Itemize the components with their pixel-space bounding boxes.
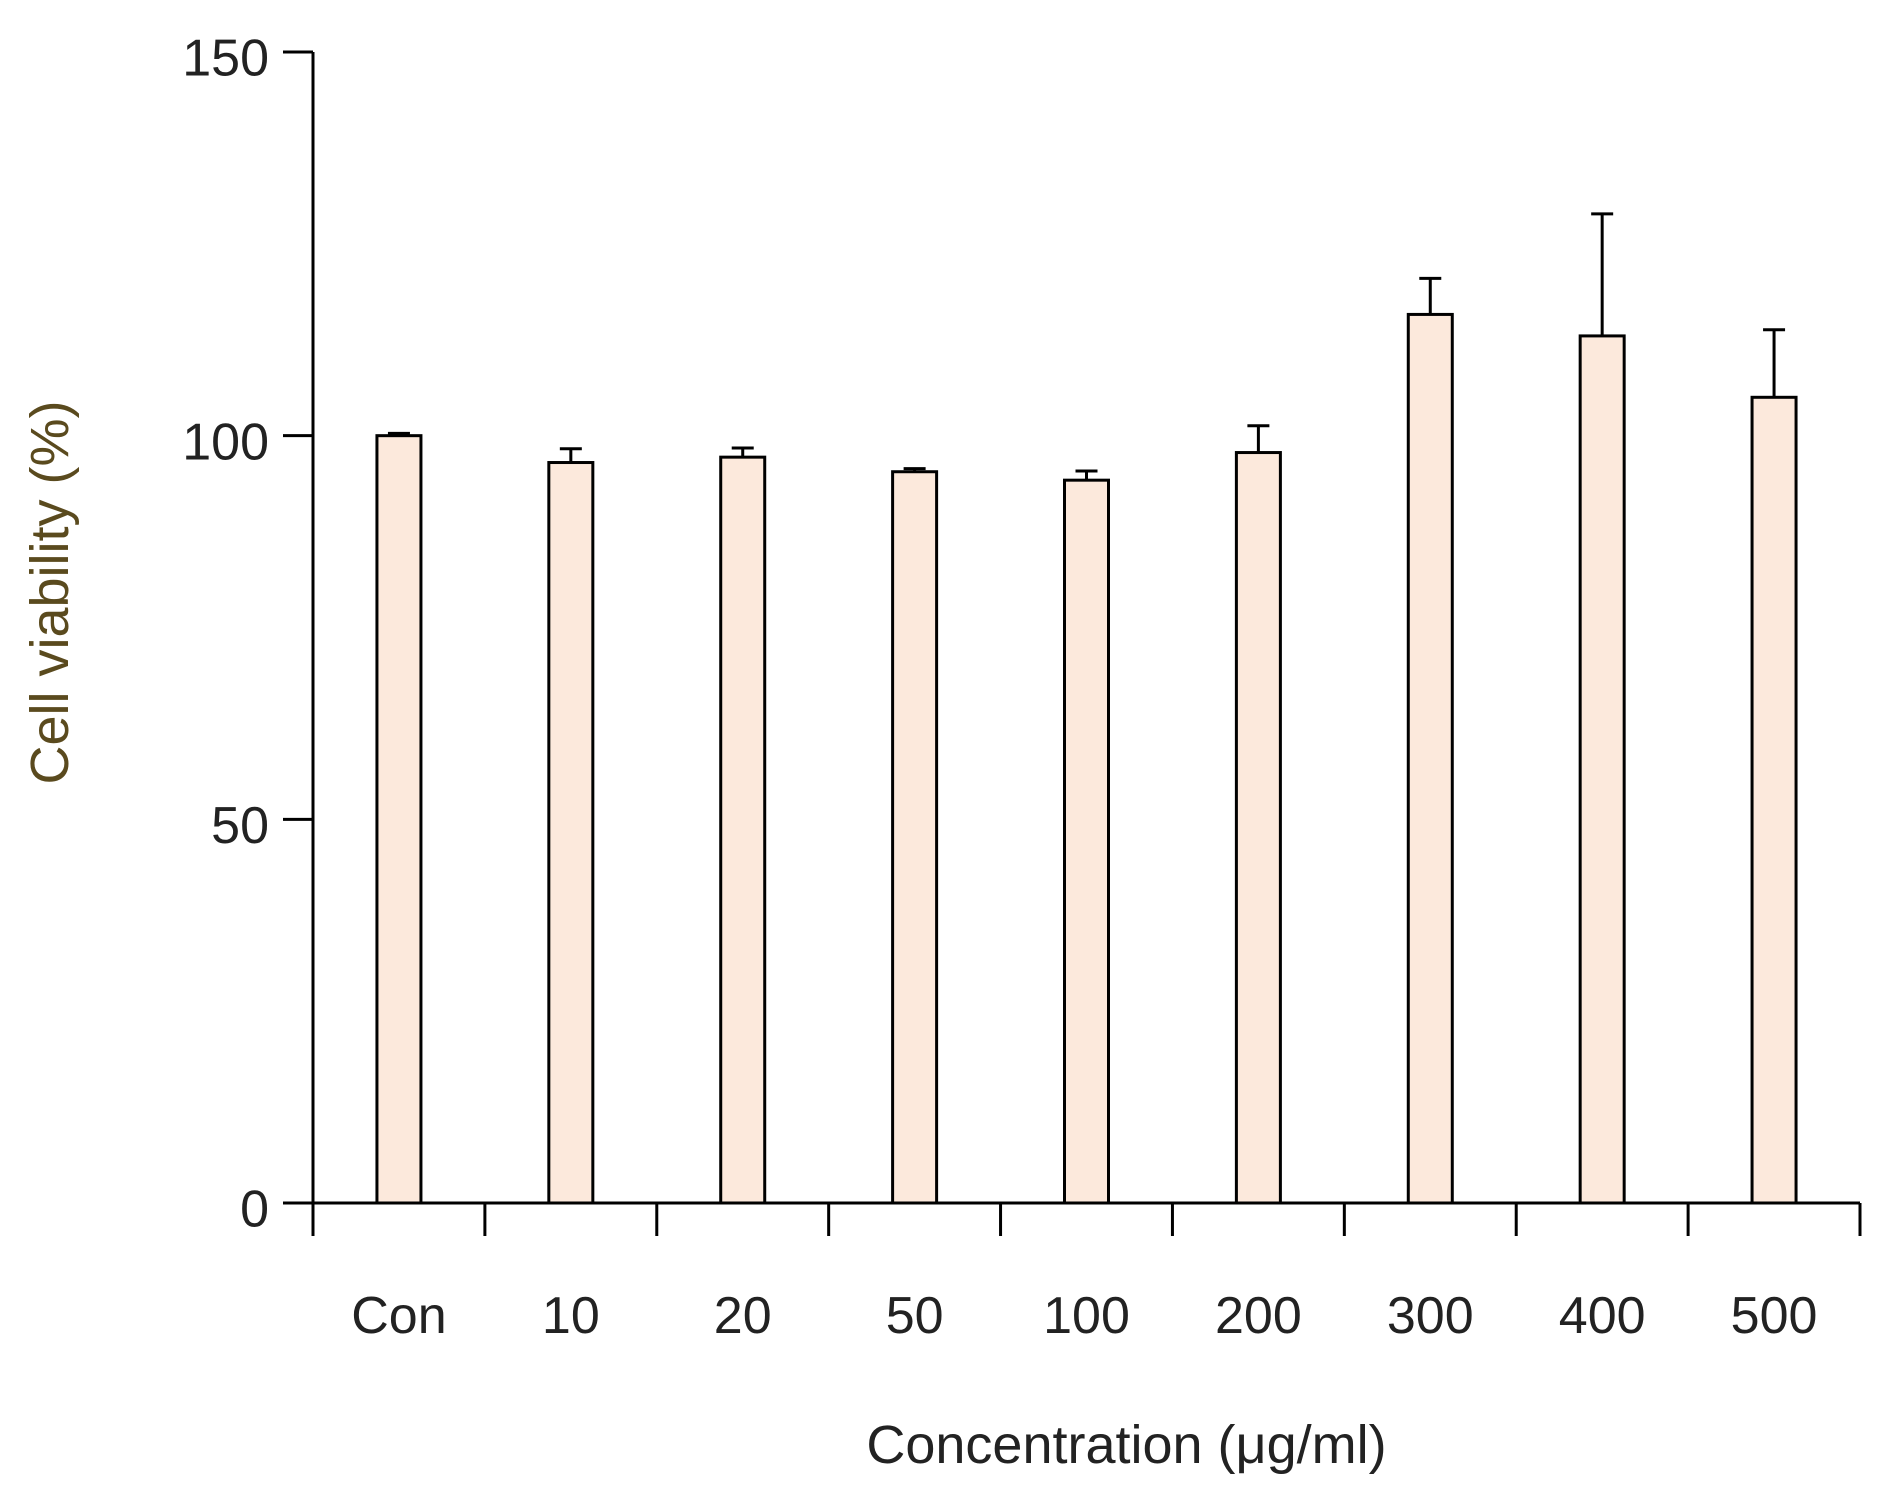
error-bar-200 [1247,424,1270,453]
bar-Con [375,434,423,1205]
bar-400 [1578,334,1626,1205]
x-tick-label-400: 400 [1559,1287,1646,1345]
y-tick-label-100: 100 [182,413,269,471]
error-bar-500 [1763,328,1786,398]
bar-50 [891,470,939,1205]
x-tick-label-10: 10 [542,1287,600,1345]
x-tick-label-50: 50 [886,1287,944,1345]
x-tick-label-200: 200 [1215,1287,1302,1345]
x-tick-label-500: 500 [1731,1287,1818,1345]
error-bar-20 [731,446,754,458]
y-tick-label-150: 150 [182,30,269,88]
y-tick-label-50: 50 [211,797,269,855]
x-tick-label-300: 300 [1387,1287,1474,1345]
error-bar-300 [1419,276,1442,315]
error-bar-400 [1591,212,1614,336]
y-ticks: 0 50 100 150 [182,30,313,1239]
bar-20 [719,455,767,1205]
error-bar-100 [1075,469,1098,481]
bar-100 [1063,478,1110,1205]
x-tick-label-20: 20 [714,1287,772,1345]
error-bar-10 [559,447,582,463]
y-tick-label-0: 0 [240,1181,269,1239]
error-bar-Con [387,431,410,436]
x-tick-label-Con: Con [351,1287,446,1345]
x-tick-label-100: 100 [1043,1287,1130,1345]
x-axis-title: Concentration (μg/ml) [866,1415,1386,1475]
x-tick-labels: Con 10 20 50 100 200 300 400 500 [351,1287,1817,1345]
plot-area [375,212,1798,1205]
bar-10 [547,461,595,1205]
error-bar-50 [903,467,926,472]
bar-200 [1234,451,1282,1205]
y-axis-title: Cell viability (%) [20,400,80,784]
bar-500 [1750,395,1798,1205]
x-ticks [311,1203,1862,1236]
bar-300 [1406,312,1454,1205]
